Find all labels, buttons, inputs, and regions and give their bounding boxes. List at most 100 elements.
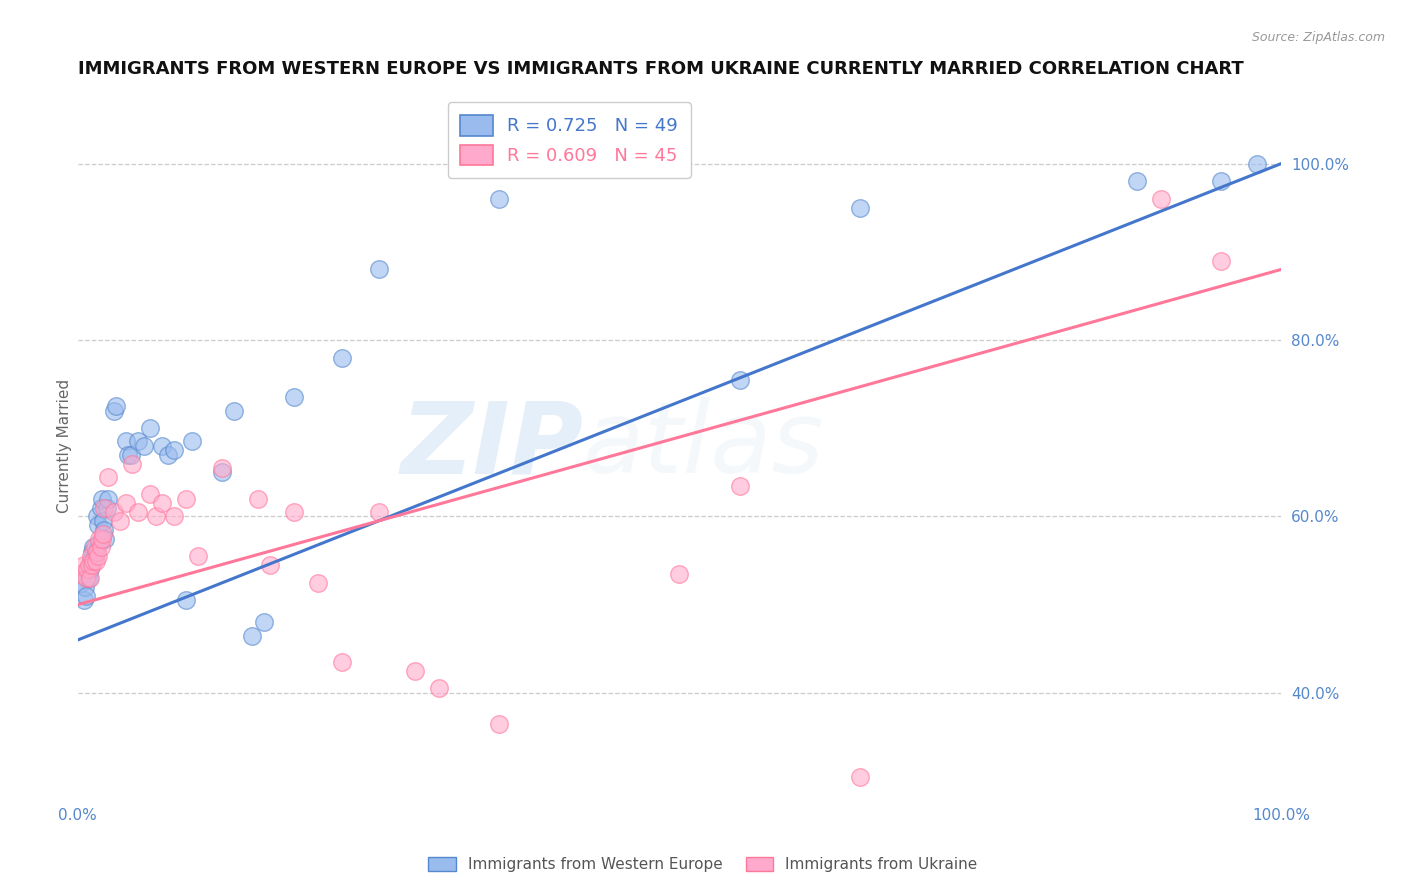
Point — [90, 541, 112, 555]
Point — [332, 655, 354, 669]
Point — [82, 545, 104, 559]
Text: ZIP: ZIP — [401, 398, 583, 494]
Point — [75, 589, 97, 603]
Point — [163, 443, 186, 458]
Text: atlas: atlas — [583, 398, 825, 494]
Point — [367, 505, 389, 519]
Point — [75, 571, 97, 585]
Point — [91, 514, 114, 528]
Point — [728, 478, 751, 492]
Point — [404, 664, 426, 678]
Point — [240, 629, 263, 643]
Legend: R = 0.725   N = 49, R = 0.609   N = 45: R = 0.725 N = 49, R = 0.609 N = 45 — [447, 102, 690, 178]
Point — [427, 814, 450, 828]
Point — [82, 558, 104, 572]
Point — [307, 575, 329, 590]
Point — [427, 681, 450, 696]
Point — [77, 558, 100, 572]
Point — [89, 532, 111, 546]
Point — [90, 532, 112, 546]
Point — [367, 262, 389, 277]
Point — [1209, 253, 1232, 268]
Point — [89, 536, 111, 550]
Y-axis label: Currently Married: Currently Married — [58, 379, 72, 513]
Point — [211, 461, 233, 475]
Point — [127, 434, 149, 449]
Point — [120, 448, 142, 462]
Point — [283, 505, 305, 519]
Point — [150, 439, 173, 453]
Point — [187, 549, 209, 564]
Point — [73, 593, 96, 607]
Point — [91, 527, 114, 541]
Point — [115, 434, 138, 449]
Point — [121, 457, 143, 471]
Point — [247, 491, 270, 506]
Point — [76, 562, 98, 576]
Point — [83, 549, 105, 564]
Point — [86, 545, 108, 559]
Point — [728, 373, 751, 387]
Point — [94, 532, 117, 546]
Point — [96, 500, 118, 515]
Point — [156, 448, 179, 462]
Point — [105, 399, 128, 413]
Point — [93, 500, 115, 515]
Point — [132, 439, 155, 453]
Point — [73, 580, 96, 594]
Point — [80, 549, 103, 564]
Text: Source: ZipAtlas.com: Source: ZipAtlas.com — [1251, 31, 1385, 45]
Point — [77, 571, 100, 585]
Point — [84, 545, 107, 559]
Point — [253, 615, 276, 630]
Point — [79, 571, 101, 585]
Point — [668, 566, 690, 581]
Point — [83, 541, 105, 555]
Point — [181, 434, 204, 449]
Point — [849, 201, 872, 215]
Point — [70, 575, 93, 590]
Point — [79, 562, 101, 576]
Point — [849, 770, 872, 784]
Point — [97, 470, 120, 484]
Point — [82, 553, 104, 567]
Point — [80, 553, 103, 567]
Point — [139, 487, 162, 501]
Point — [117, 448, 139, 462]
Point — [283, 390, 305, 404]
Point — [87, 549, 110, 564]
Point — [84, 553, 107, 567]
Point — [211, 466, 233, 480]
Point — [70, 566, 93, 581]
Point — [76, 571, 98, 585]
Point — [224, 403, 246, 417]
Point — [1246, 156, 1268, 170]
Point — [1150, 192, 1173, 206]
Point — [488, 192, 510, 206]
Point — [87, 518, 110, 533]
Point — [103, 403, 125, 417]
Point — [127, 505, 149, 519]
Point — [90, 491, 112, 506]
Point — [1209, 174, 1232, 188]
Point — [139, 421, 162, 435]
Point — [97, 491, 120, 506]
Point — [332, 351, 354, 365]
Text: IMMIGRANTS FROM WESTERN EUROPE VS IMMIGRANTS FROM UKRAINE CURRENTLY MARRIED CORR: IMMIGRANTS FROM WESTERN EUROPE VS IMMIGR… — [77, 60, 1243, 78]
Point — [488, 716, 510, 731]
Point — [73, 558, 96, 572]
Point — [82, 541, 104, 555]
Point — [93, 523, 115, 537]
Point — [174, 593, 197, 607]
Point — [115, 496, 138, 510]
Point — [150, 496, 173, 510]
Point — [174, 491, 197, 506]
Point — [103, 505, 125, 519]
Point — [1125, 174, 1147, 188]
Point — [90, 500, 112, 515]
Point — [108, 514, 131, 528]
Point — [259, 558, 281, 572]
Legend: Immigrants from Western Europe, Immigrants from Ukraine: Immigrants from Western Europe, Immigran… — [420, 849, 986, 880]
Point — [163, 509, 186, 524]
Point — [145, 509, 167, 524]
